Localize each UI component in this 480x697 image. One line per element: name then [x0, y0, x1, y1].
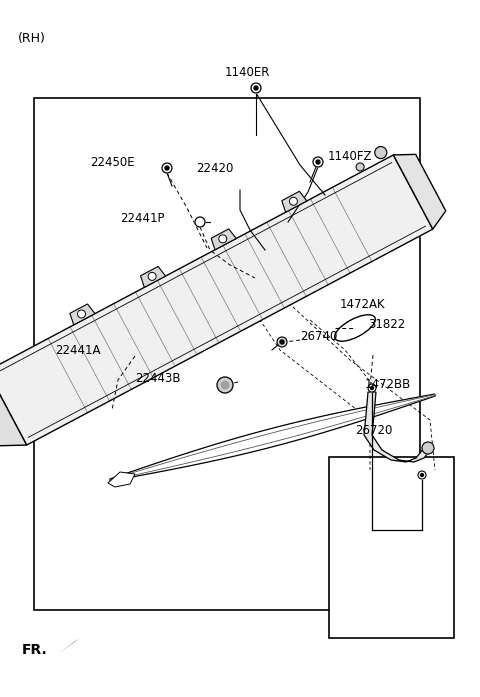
Circle shape	[162, 163, 172, 173]
Text: 1140ER: 1140ER	[225, 66, 270, 79]
Circle shape	[148, 273, 156, 280]
Polygon shape	[110, 394, 435, 481]
Circle shape	[371, 387, 373, 390]
Circle shape	[289, 197, 298, 206]
Polygon shape	[141, 266, 166, 287]
Circle shape	[375, 146, 387, 159]
Text: 1472BB: 1472BB	[365, 378, 411, 392]
Circle shape	[316, 160, 320, 164]
Text: FR.: FR.	[22, 643, 48, 657]
Circle shape	[195, 217, 205, 227]
Circle shape	[420, 473, 423, 477]
Polygon shape	[110, 395, 435, 480]
Circle shape	[254, 86, 258, 90]
Text: 26720: 26720	[355, 424, 392, 436]
Circle shape	[313, 157, 323, 167]
Polygon shape	[282, 191, 307, 212]
Bar	[34, 98, 420, 610]
Circle shape	[422, 442, 434, 454]
Circle shape	[368, 384, 376, 392]
Text: 22420: 22420	[196, 162, 233, 174]
Polygon shape	[364, 392, 432, 462]
Circle shape	[251, 83, 261, 93]
Text: 26740: 26740	[300, 330, 337, 342]
Circle shape	[219, 235, 227, 243]
Text: 1472AK: 1472AK	[340, 298, 385, 310]
Circle shape	[217, 377, 233, 393]
Polygon shape	[394, 154, 446, 229]
Circle shape	[165, 166, 169, 170]
Circle shape	[221, 381, 229, 389]
Text: 22441P: 22441P	[120, 211, 165, 224]
Text: 22441A: 22441A	[55, 344, 100, 356]
Polygon shape	[58, 638, 80, 654]
Circle shape	[418, 471, 426, 479]
Text: 1140FZ: 1140FZ	[328, 151, 372, 164]
Circle shape	[280, 340, 284, 344]
Polygon shape	[108, 472, 135, 487]
Circle shape	[356, 163, 364, 171]
Circle shape	[277, 337, 287, 347]
Bar	[329, 457, 454, 638]
Polygon shape	[0, 155, 433, 445]
Circle shape	[77, 310, 85, 318]
Polygon shape	[0, 371, 26, 446]
Polygon shape	[211, 229, 236, 250]
Text: 22443B: 22443B	[135, 372, 180, 385]
Text: 22450E: 22450E	[90, 157, 134, 169]
Ellipse shape	[335, 315, 375, 342]
Text: (RH): (RH)	[18, 32, 46, 45]
Text: 31822: 31822	[368, 319, 405, 332]
Polygon shape	[70, 304, 95, 325]
